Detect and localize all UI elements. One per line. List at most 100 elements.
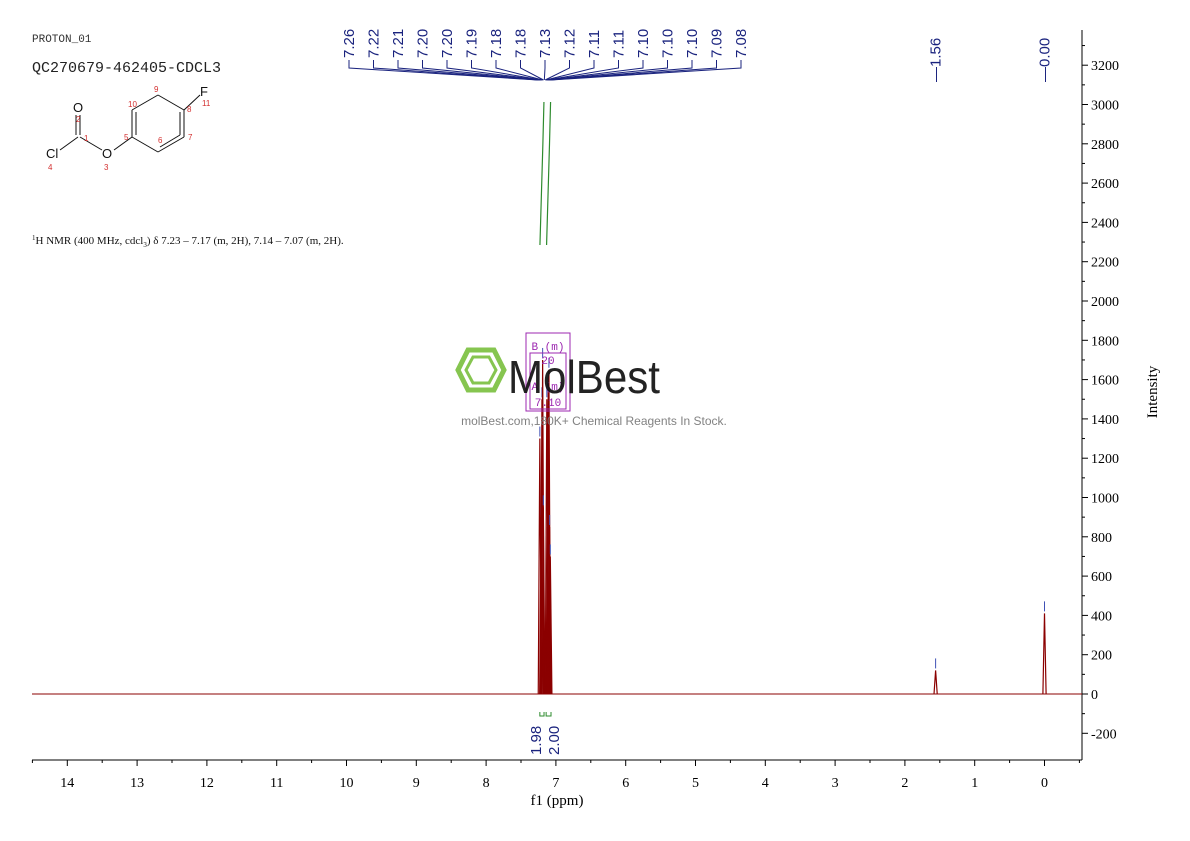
y-tick-label: 400 bbox=[1091, 609, 1112, 624]
peak-leader-line bbox=[348, 60, 538, 81]
y-tick-label: 1000 bbox=[1091, 492, 1119, 507]
peak-leader-line bbox=[543, 60, 546, 81]
x-tick-label: 2 bbox=[901, 776, 908, 791]
peak-label: 7.18 bbox=[513, 29, 530, 58]
peak-leader-line bbox=[546, 60, 619, 81]
x-tick-label: 8 bbox=[483, 776, 490, 791]
y-tick-label: 200 bbox=[1091, 649, 1112, 664]
multiplet-label: B (m) bbox=[531, 342, 564, 354]
atom-symbol: F bbox=[200, 84, 208, 99]
peak-leader-line bbox=[545, 60, 595, 81]
bond-c7-c6 bbox=[157, 136, 185, 153]
axes: 14 13 12 11 10 9 8 7 6 5 4 3 2 1 0 -200020040060080010… bbox=[31, 30, 1161, 809]
atom-number: 8 bbox=[187, 105, 192, 114]
y-tick-label: 2800 bbox=[1091, 138, 1119, 153]
peak-leader-line bbox=[397, 60, 540, 81]
peak-label: 7.22 bbox=[366, 29, 383, 58]
x-tick-label: 14 bbox=[60, 776, 74, 791]
y-tick-label: 1200 bbox=[1091, 452, 1119, 467]
molbest-logo-icon bbox=[455, 347, 507, 393]
atom-number: 6 bbox=[158, 136, 163, 145]
watermark-tagline: molBest.com,180K+ Chemical Reagents In S… bbox=[461, 414, 727, 428]
x-tick-label: 0 bbox=[1041, 776, 1048, 791]
y-tick-label: 2600 bbox=[1091, 177, 1119, 192]
atom-number: 9 bbox=[154, 85, 159, 94]
bond-c10-c9 bbox=[131, 94, 159, 111]
integral-curve bbox=[545, 101, 552, 246]
x-tick-label: 6 bbox=[622, 776, 629, 791]
peak-leader-line bbox=[446, 60, 542, 81]
multiplet-label: 7.10 bbox=[535, 398, 561, 410]
molecule-structure: O 2 1 Cl 4 O 3 5 10 9 8 7 6 F 11 bbox=[46, 84, 211, 172]
y-tick-label: 1600 bbox=[1091, 374, 1119, 389]
peak-leader-line bbox=[549, 60, 693, 81]
x-tick-label: 12 bbox=[200, 776, 214, 791]
spectrum-peak bbox=[933, 670, 938, 695]
peak-label: 7.13 bbox=[537, 29, 554, 58]
peak-leader-line bbox=[548, 60, 668, 81]
x-tick-label: 10 bbox=[340, 776, 354, 791]
integral-value: 1.98 bbox=[528, 726, 545, 755]
multiplet-label: A (m) bbox=[531, 382, 564, 394]
y-tick-label: 2000 bbox=[1091, 295, 1119, 310]
x-tick-label: 1 bbox=[971, 776, 978, 791]
y-tick-label: 2400 bbox=[1091, 216, 1119, 231]
x-tick-label: 7 bbox=[552, 776, 559, 791]
peak-label: 7.10 bbox=[684, 29, 701, 58]
atom-symbol: Cl bbox=[46, 146, 58, 161]
multiplet-box-inner bbox=[529, 352, 567, 410]
bond-c8-f11 bbox=[183, 94, 201, 111]
y-tick-label: 3200 bbox=[1091, 59, 1119, 74]
atom-number: 5 bbox=[124, 133, 129, 142]
atom-number: 10 bbox=[128, 100, 137, 109]
y-axis-label: Intensity bbox=[1145, 365, 1161, 418]
integral-bracket bbox=[545, 712, 552, 717]
y-tick-label: 600 bbox=[1091, 570, 1112, 585]
spectrum-peak bbox=[541, 507, 546, 695]
spectrum-peak bbox=[1042, 613, 1047, 695]
nmr-subscript: 3 bbox=[143, 241, 147, 249]
peak-label: 7.10 bbox=[635, 29, 652, 58]
peak-label: 7.11 bbox=[586, 30, 603, 58]
integral-value: 2.00 bbox=[546, 726, 563, 755]
x-tick-label: 5 bbox=[692, 776, 699, 791]
peak-leader-line bbox=[549, 60, 717, 81]
y-tick-label: 1800 bbox=[1091, 334, 1119, 349]
peak-label: —0.00 bbox=[1037, 38, 1054, 82]
spectrum-peak bbox=[548, 556, 553, 695]
x-tick-label: 9 bbox=[413, 776, 420, 791]
peak-label: 7.10 bbox=[660, 29, 677, 58]
peak-label: 7.12 bbox=[562, 29, 579, 58]
x-tick-label: 3 bbox=[832, 776, 839, 791]
peak-label: 7.21 bbox=[390, 29, 407, 58]
molecule-bonds bbox=[59, 94, 201, 153]
y-tick-label: 800 bbox=[1091, 531, 1112, 546]
peak-leader-line bbox=[520, 60, 544, 81]
bond-o3-c5 bbox=[113, 136, 133, 151]
y-ticks: -200 0 200 400 600 800 1000 1200 1400 1600 1800 200… bbox=[1082, 45, 1119, 742]
bond-c9-c8 bbox=[157, 94, 185, 111]
molbest-watermark: MolBest molBest.com,180K+ Chemical Reage… bbox=[455, 347, 727, 428]
nmr-text-rest: ) δ 7.23 – 7.17 (m, 2H), 7.14 – 7.07 (m,… bbox=[147, 235, 344, 247]
atom-number: 1 bbox=[84, 134, 89, 143]
peak-label: 7.09 bbox=[709, 29, 726, 58]
bond-c6-c5 bbox=[131, 136, 159, 153]
multiplet-annotation: B (m) 20 A (m) 7.10 bbox=[525, 332, 571, 412]
x-axis-label: f1 (ppm) bbox=[531, 793, 584, 809]
multiplet-box-outer bbox=[525, 332, 571, 412]
nmr-text-main: H NMR (400 MHz, cdcl bbox=[36, 235, 144, 247]
atom-symbol: O bbox=[102, 146, 112, 161]
bond-c1-o3 bbox=[79, 136, 103, 151]
integral-bracket bbox=[539, 712, 545, 717]
peak-leader-line bbox=[544, 60, 570, 81]
x-tick-label: 13 bbox=[130, 776, 144, 791]
integral-curve bbox=[539, 101, 545, 246]
peak-label: 7.08 bbox=[733, 29, 750, 58]
peak-leader-line bbox=[550, 60, 742, 81]
peak-leader-line bbox=[495, 60, 543, 81]
atom-symbol: O bbox=[73, 100, 83, 115]
peak-label: 7.19 bbox=[464, 29, 481, 58]
peak-label: 7.18 bbox=[488, 29, 505, 58]
nmr-description: 1H NMR (400 MHz, cdcl3) δ 7.23 – 7.17 (m… bbox=[32, 234, 344, 249]
